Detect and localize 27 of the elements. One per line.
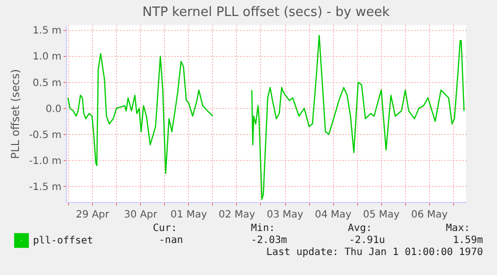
x-tick-label: 30 Apr: [124, 210, 158, 220]
text: Avg:: [348, 223, 372, 234]
x-tick-label: 02 May: [218, 210, 256, 220]
x-tick-label: 06 May: [411, 210, 448, 220]
text: Last update: Thu Jan 1 01:00:00 1970: [266, 247, 483, 258]
text: 1.59m: [452, 235, 483, 246]
x-tick-label: 03 May: [266, 210, 304, 220]
y-tick-label: 1.0 m: [32, 52, 62, 63]
text: Max:: [446, 223, 470, 234]
legend-label: pll-offset: [33, 236, 94, 246]
text: -nan: [158, 235, 183, 246]
y-tick-label: -0.5 m: [29, 130, 62, 141]
y-tick-label: -1.0 m: [29, 156, 62, 167]
text: -2.03m: [250, 235, 287, 246]
text: Cur:: [152, 223, 177, 234]
text: -2.91u: [348, 235, 385, 246]
text: Min:: [250, 223, 275, 234]
x-tick-label: 04 May: [314, 210, 352, 220]
chart-title: NTP kernel PLL offset (secs) - by week: [142, 5, 390, 20]
y-tick-label: 0.0: [46, 104, 62, 115]
x-tick-label: 29 Apr: [76, 210, 110, 220]
x-tick-label: 05 May: [363, 210, 400, 220]
y-tick-label: 0.5 m: [32, 78, 62, 89]
y-axis-title: PLL offset (secs): [9, 69, 22, 159]
x-tick-label: 01 May: [170, 210, 208, 220]
y-tick-label: -1.5 m: [29, 182, 62, 193]
y-tick-label: 1.5 m: [32, 26, 62, 37]
